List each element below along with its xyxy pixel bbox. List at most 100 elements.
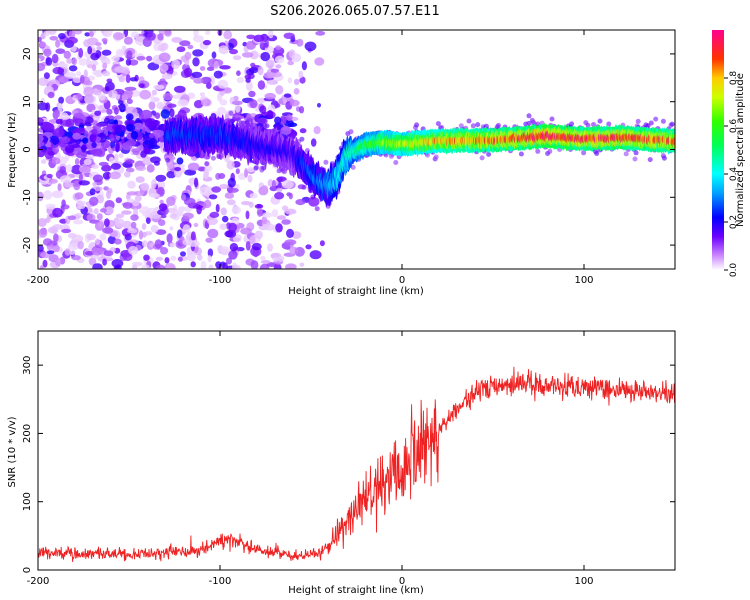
spectrogram-noise-cell xyxy=(184,169,197,176)
spectrogram-noise-cell xyxy=(180,251,186,257)
spectrogram-band-cell xyxy=(279,115,287,125)
spectrogram-band-cell xyxy=(91,148,103,157)
spectrogram-noise-cell xyxy=(130,221,137,229)
spectrogram-noise-cell xyxy=(91,64,97,72)
spectrogram-noise-cell xyxy=(220,246,230,255)
spectrogram-noise-cell xyxy=(142,37,152,47)
spectrogram-halo-cell xyxy=(290,134,296,140)
spectrogram-noise-cell xyxy=(293,88,300,95)
spectrogram-noise-cell xyxy=(125,74,131,84)
spectrogram-band-cell xyxy=(131,148,142,153)
spectrogram-halo-cell xyxy=(205,154,211,160)
spectrogram-noise-cell xyxy=(115,197,123,204)
spectrogram-noise-cell xyxy=(103,250,114,257)
spectrogram-noise-cell xyxy=(187,162,200,171)
spectrogram-noise-cell xyxy=(309,250,322,260)
spectrogram-noise-cell xyxy=(146,164,155,173)
snr-y-tick-label: 300 xyxy=(22,356,33,375)
spectrogram-noise-cell xyxy=(57,112,69,119)
spectrogram-noise-cell xyxy=(66,36,78,45)
spectrogram-noise-cell xyxy=(169,108,175,118)
spectrogram-halo-cell xyxy=(547,148,553,154)
spectrogram-noise-cell xyxy=(209,211,220,218)
spectrogram-noise-cell xyxy=(160,214,167,219)
spectrogram-noise-cell xyxy=(231,206,242,215)
spectrogram-noise-cell xyxy=(248,201,254,208)
spectrogram-noise-cell xyxy=(274,192,285,200)
spectrogram-noise-cell xyxy=(249,235,256,245)
spectrogram-noise-cell xyxy=(158,52,171,63)
spectrogram-halo-cell xyxy=(606,121,612,127)
spectrogram-noise-cell xyxy=(257,80,266,90)
spectrogram-noise-cell xyxy=(254,204,264,209)
spectrogram-band-cell xyxy=(84,130,89,138)
spectrogram-noise-cell xyxy=(169,226,174,231)
spectrogram-noise-cell xyxy=(298,106,305,114)
spectrogram-band-cell xyxy=(54,109,60,118)
spectrogram-noise-cell xyxy=(228,222,237,233)
spectrogram-noise-cell xyxy=(124,171,131,178)
spectrogram-noise-cell xyxy=(256,207,263,217)
spectrogram-noise-cell xyxy=(245,241,251,251)
spectrogram-noise-cell xyxy=(115,213,125,219)
spectrogram-halo-cell xyxy=(204,161,210,167)
spectrogram-noise-cell xyxy=(176,46,186,53)
spectrogram-noise-cell xyxy=(157,33,164,41)
spectrogram-halo-cell xyxy=(475,122,481,128)
spectrogram-halo-cell xyxy=(526,113,532,119)
spectrogram-noise-cell xyxy=(68,30,76,39)
spectrogram-noise-cell xyxy=(103,30,113,36)
colorbar-tick-label: 0.4 xyxy=(729,167,739,182)
spectrogram-noise-cell xyxy=(160,247,169,255)
spectrogram-noise-cell xyxy=(162,93,173,101)
spectrogram-noise-cell xyxy=(63,50,71,59)
spectrogram-band-cell xyxy=(71,144,81,148)
spectrogram-noise-cell xyxy=(138,83,145,88)
spectrogram-band-cell xyxy=(114,107,119,115)
spectrogram-noise-cell xyxy=(38,245,44,252)
spectrogram-noise-cell xyxy=(42,238,53,246)
spectrogram-noise-cell xyxy=(223,30,233,40)
spectrogram-noise-cell xyxy=(114,115,123,120)
spectrogram-noise-cell xyxy=(190,231,196,242)
spectrogram-x-tick-label: -200 xyxy=(27,275,50,286)
spectrogram-noise-cell xyxy=(51,157,61,165)
spectrogram-noise-cell xyxy=(122,202,133,209)
spectrogram-noise-cell xyxy=(135,176,145,183)
spectrogram-halo-cell xyxy=(653,116,659,122)
spectrogram-noise-cell xyxy=(268,30,274,39)
spectrogram-band-cell xyxy=(91,132,97,142)
spectrogram-noise-cell xyxy=(47,178,58,184)
colorbar-ticks: 0.0 0.2 0.4 0.6 0.8 xyxy=(724,71,739,277)
spectrogram-noise-cell xyxy=(192,35,204,43)
spectrogram-halo-cell xyxy=(648,120,654,126)
spectrogram-noise-cell xyxy=(96,213,103,221)
spectrogram-noise-cell xyxy=(267,179,274,187)
spectrogram-noise-cell xyxy=(154,239,163,249)
spectrogram-noise-cell xyxy=(166,233,173,244)
spectrogram-noise-cell xyxy=(45,203,56,209)
spectrogram-noise-cell xyxy=(218,45,229,55)
spectrogram-band-cell xyxy=(114,125,123,135)
spectrogram-noise-cell xyxy=(99,208,108,213)
spectrogram-noise-cell xyxy=(156,101,164,110)
spectrogram-noise-cell xyxy=(57,183,62,192)
spectrogram-noise-cell xyxy=(261,185,269,194)
snr-frame xyxy=(37,330,676,571)
spectrogram-noise-cell xyxy=(145,217,151,225)
spectrogram-noise-cell xyxy=(179,40,191,47)
spectrogram-noise-cell xyxy=(171,59,181,70)
spectrogram-noise-cell xyxy=(190,261,196,268)
spectrogram-noise-cell xyxy=(55,257,62,267)
spectrogram-noise-cell xyxy=(102,62,108,70)
spectrogram-noise-cell xyxy=(289,99,300,107)
spectrogram-noise-cell xyxy=(269,185,278,192)
spectrogram-noise-cell xyxy=(101,49,112,56)
spectrogram-noise-cell xyxy=(147,62,160,71)
spectrogram-noise-cell xyxy=(205,237,213,243)
spectrogram-noise-cell xyxy=(155,174,167,182)
spectrogram-noise-cell xyxy=(299,262,305,267)
spectrogram-noise-cell xyxy=(87,64,94,69)
spectrogram-noise-cell xyxy=(141,264,150,269)
